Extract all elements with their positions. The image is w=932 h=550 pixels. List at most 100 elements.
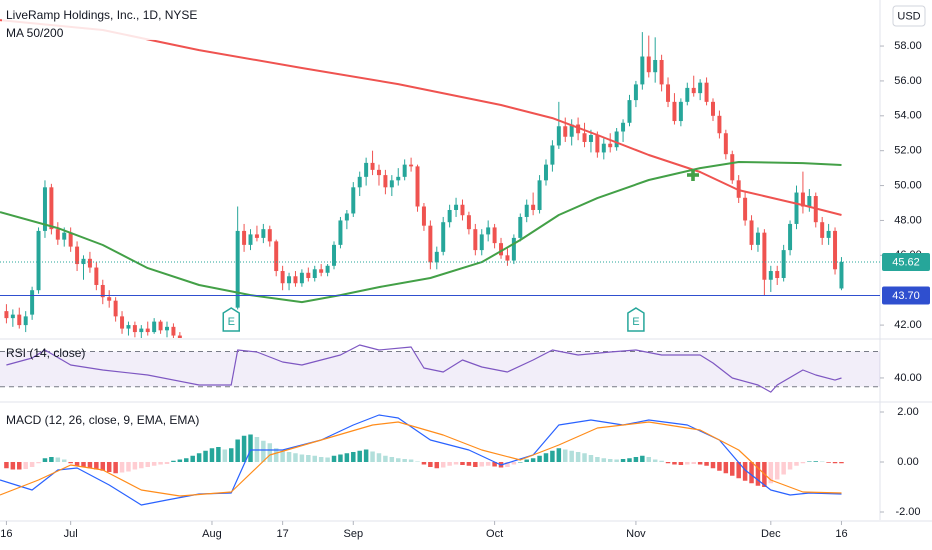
candle-body	[537, 180, 542, 210]
histogram-bar	[434, 462, 440, 469]
histogram-bar	[177, 459, 183, 462]
rsi-title: RSI (14, close)	[6, 346, 85, 360]
histogram-bar	[68, 462, 73, 464]
moving-average-line	[0, 19, 842, 216]
x-tick-label: Oct	[486, 528, 503, 540]
histogram-bar	[633, 457, 639, 462]
candle-body	[242, 230, 247, 245]
histogram-bar	[357, 450, 362, 462]
candle-body	[42, 187, 47, 231]
y-tick-label: 42.00	[894, 319, 922, 331]
histogram-bar	[460, 462, 465, 465]
histogram-bar	[42, 458, 48, 462]
histogram-bar	[190, 455, 195, 462]
histogram-bar	[832, 462, 838, 464]
candle-body	[582, 133, 587, 142]
candle-body	[434, 251, 439, 263]
candle-body	[145, 328, 150, 333]
candle-body	[691, 87, 696, 94]
histogram-bar	[601, 458, 607, 462]
candle-body	[409, 164, 414, 167]
candle-body	[4, 311, 9, 319]
histogram-bar	[607, 459, 613, 462]
candle-body	[499, 243, 504, 256]
histogram-bar	[466, 462, 472, 466]
candle-body	[659, 59, 664, 85]
cross-marker	[687, 169, 699, 181]
histogram-bar	[81, 462, 86, 467]
candle-body	[30, 290, 35, 315]
y-tick-label: 54.00	[894, 110, 922, 122]
histogram-bar	[344, 453, 350, 462]
candle-body	[100, 284, 105, 298]
histogram-bar	[588, 455, 594, 462]
y-tick-label: 56.00	[894, 75, 922, 87]
histogram-bar	[415, 461, 420, 462]
candle-body	[569, 124, 574, 137]
candle-body	[788, 223, 793, 251]
candle-body	[338, 220, 343, 245]
candle-body	[415, 166, 420, 207]
histogram-bar	[402, 459, 407, 462]
histogram-bar	[61, 459, 67, 462]
candle-body	[126, 325, 131, 329]
candle-body	[492, 227, 497, 244]
signal-line	[0, 421, 842, 497]
candle-body	[312, 269, 317, 279]
candle-body	[653, 59, 658, 73]
candle-body	[254, 234, 259, 238]
candle-body	[454, 204, 459, 210]
candle-body	[383, 175, 388, 188]
histogram-bar	[652, 459, 658, 462]
candle-body	[717, 115, 722, 134]
candle-body	[10, 314, 15, 319]
candle-body	[601, 143, 606, 153]
currency-label[interactable]: USD	[897, 10, 920, 22]
histogram-bar	[280, 450, 285, 462]
price-line-label: 43.70	[892, 290, 920, 302]
candle-body	[441, 222, 446, 252]
candle-body	[640, 56, 645, 85]
candle-body	[165, 326, 169, 331]
histogram-bar	[331, 455, 337, 462]
candle-body	[678, 101, 683, 122]
histogram-bar	[228, 448, 234, 462]
x-tick-label: 16	[0, 528, 12, 540]
earnings-label: E	[228, 316, 235, 328]
indicator-label: MA 50/200	[6, 26, 64, 40]
histogram-bar	[216, 447, 221, 462]
histogram-bar	[730, 462, 735, 476]
candle-body	[293, 276, 298, 284]
y-tick-label: -2.00	[895, 506, 920, 518]
candle-body	[261, 229, 266, 238]
histogram-bar	[267, 443, 273, 462]
histogram-bar	[139, 462, 144, 469]
candle-body	[447, 209, 452, 223]
candle-body	[62, 232, 67, 240]
candle-body	[364, 162, 369, 177]
candle-body	[588, 134, 593, 142]
candle-body	[248, 234, 253, 245]
histogram-bar	[492, 462, 497, 467]
candle-body	[486, 227, 491, 235]
histogram-bar	[151, 462, 157, 466]
histogram-bar	[184, 458, 189, 462]
histogram-bar	[774, 462, 780, 480]
candle-body	[87, 258, 92, 268]
histogram-bar	[704, 462, 709, 466]
candle-body	[768, 271, 773, 280]
candle-body	[389, 180, 394, 188]
candle-body	[235, 230, 240, 308]
y-tick-label: 48.00	[894, 214, 922, 226]
currency-button[interactable]	[892, 5, 926, 27]
earnings-marker	[222, 307, 240, 332]
candle-body	[743, 197, 748, 221]
histogram-bar	[49, 457, 54, 462]
candle-body	[563, 126, 568, 137]
candle-body	[608, 143, 613, 148]
histogram-bar	[614, 459, 619, 462]
y-tick-label: 50.00	[894, 179, 922, 191]
macd-title: MACD (12, 26, close, 9, EMA, EMA)	[6, 413, 199, 427]
histogram-bar	[839, 462, 844, 464]
